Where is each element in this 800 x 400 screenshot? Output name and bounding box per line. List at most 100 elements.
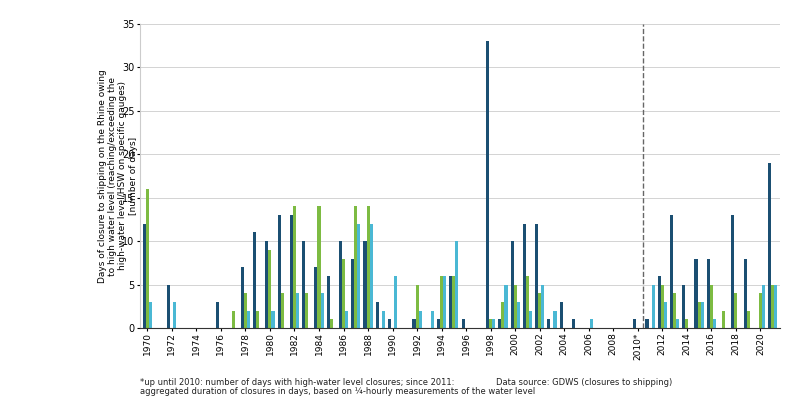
Bar — [542, 284, 544, 328]
Bar — [326, 276, 330, 328]
Bar — [302, 241, 306, 328]
Bar — [149, 302, 152, 328]
Bar — [462, 319, 465, 328]
Bar — [293, 206, 296, 328]
Bar — [321, 293, 324, 328]
Bar — [388, 319, 391, 328]
Bar — [673, 293, 676, 328]
Bar — [670, 215, 673, 328]
Bar — [247, 311, 250, 328]
Bar — [505, 284, 507, 328]
Bar — [256, 311, 259, 328]
Bar — [486, 41, 489, 328]
Text: aggregated duration of closures in days, based on ¼-hourly measurements of the w: aggregated duration of closures in days,… — [140, 387, 535, 396]
Bar — [526, 276, 529, 328]
Bar — [713, 319, 716, 328]
Bar — [351, 258, 354, 328]
Bar — [554, 311, 557, 328]
Bar — [774, 284, 778, 328]
Bar — [306, 293, 308, 328]
Bar — [241, 267, 244, 328]
Bar — [706, 258, 710, 328]
Bar — [354, 206, 358, 328]
Bar — [413, 319, 415, 328]
Bar — [590, 319, 594, 328]
Bar — [535, 224, 538, 328]
Bar — [269, 250, 271, 328]
Bar — [330, 319, 333, 328]
Bar — [271, 311, 274, 328]
Bar — [651, 284, 654, 328]
Bar — [431, 311, 434, 328]
Bar — [146, 189, 149, 328]
Bar — [376, 302, 378, 328]
Bar — [443, 276, 446, 328]
Bar — [290, 215, 293, 328]
Bar — [382, 311, 385, 328]
Bar — [296, 293, 299, 328]
Bar — [661, 284, 664, 328]
Bar — [358, 224, 360, 328]
Bar — [646, 319, 649, 328]
Bar — [278, 215, 281, 328]
Y-axis label: Days of closure to shipping on the Rhine owing
to high water level (reaching/exc: Days of closure to shipping on the Rhine… — [98, 69, 138, 283]
Bar — [318, 206, 321, 328]
Bar — [517, 302, 520, 328]
Bar — [492, 319, 495, 328]
Bar — [253, 232, 256, 328]
Text: Data source: GDWS (closures to shipping): Data source: GDWS (closures to shipping) — [496, 378, 672, 387]
Bar — [489, 319, 492, 328]
Bar — [415, 284, 418, 328]
Bar — [547, 319, 550, 328]
Bar — [244, 293, 247, 328]
Bar — [281, 293, 284, 328]
Bar — [394, 276, 397, 328]
Bar — [572, 319, 575, 328]
Bar — [232, 311, 234, 328]
Bar — [676, 319, 679, 328]
Bar — [698, 302, 701, 328]
Bar — [523, 224, 526, 328]
Bar — [514, 284, 517, 328]
Bar — [768, 163, 771, 328]
Bar — [314, 267, 318, 328]
Bar — [339, 241, 342, 328]
Bar — [452, 276, 455, 328]
Bar — [363, 241, 366, 328]
Bar — [345, 311, 348, 328]
Bar — [529, 311, 532, 328]
Bar — [538, 293, 542, 328]
Bar — [731, 215, 734, 328]
Text: *up until 2010: number of days with high-water level closures; since 2011:: *up until 2010: number of days with high… — [140, 378, 454, 387]
Bar — [342, 258, 345, 328]
Bar — [710, 284, 713, 328]
Bar — [658, 276, 661, 328]
Bar — [633, 319, 636, 328]
Bar — [762, 284, 765, 328]
Bar — [734, 293, 738, 328]
Bar — [437, 319, 440, 328]
Bar — [216, 302, 219, 328]
Bar — [167, 284, 170, 328]
Bar — [771, 284, 774, 328]
Bar — [366, 206, 370, 328]
Bar — [746, 311, 750, 328]
Bar — [686, 319, 688, 328]
Bar — [502, 302, 505, 328]
Bar — [722, 311, 725, 328]
Bar — [694, 258, 698, 328]
Bar — [142, 224, 146, 328]
Bar — [701, 302, 704, 328]
Bar — [418, 311, 422, 328]
Bar — [455, 241, 458, 328]
Bar — [510, 241, 514, 328]
Bar — [450, 276, 452, 328]
Bar — [174, 302, 177, 328]
Bar — [266, 241, 269, 328]
Bar — [682, 284, 686, 328]
Bar — [743, 258, 746, 328]
Bar — [759, 293, 762, 328]
Bar — [560, 302, 562, 328]
Bar — [498, 319, 502, 328]
Bar — [664, 302, 667, 328]
